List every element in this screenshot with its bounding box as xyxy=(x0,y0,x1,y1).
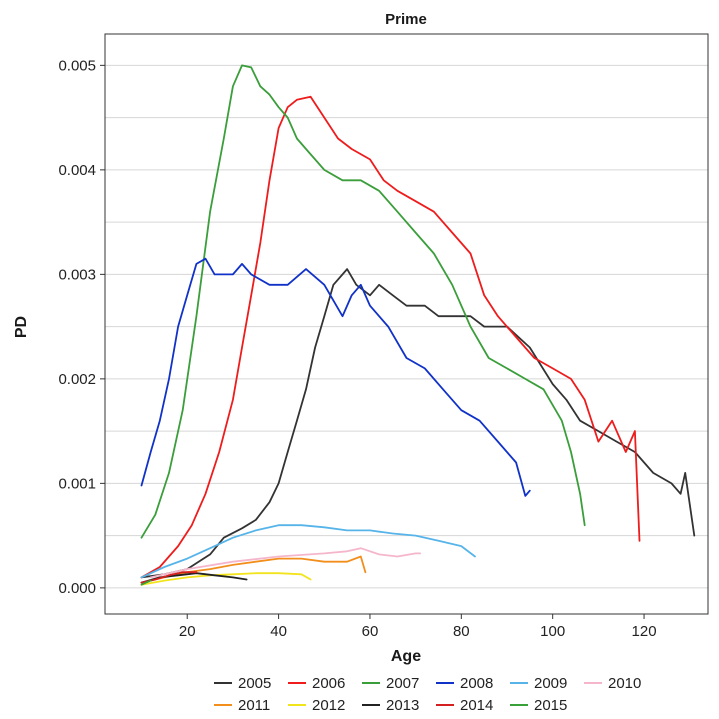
y-tick-label: 0.002 xyxy=(58,371,96,388)
legend: 2005 2006 2007 2008 2009 2010 2011 2012 2013 2014… xyxy=(214,675,641,714)
grid-lines xyxy=(105,64,708,589)
y-tick-label: 0.005 xyxy=(58,57,96,74)
series-line-2005 xyxy=(140,268,696,579)
series-line-2007 xyxy=(140,64,586,539)
legend-label-2006: 2006 xyxy=(312,675,345,692)
series-lines xyxy=(140,64,696,586)
y-axis: 0.000 0.001 0.002 0.003 0.004 0.005 xyxy=(58,57,105,597)
x-axis: 20 40 60 80 100 120 xyxy=(179,614,657,640)
legend-label-2008: 2008 xyxy=(460,675,493,692)
legend-label-2012: 2012 xyxy=(312,697,345,714)
x-tick-label: 20 xyxy=(179,623,196,640)
series-line-2009 xyxy=(140,524,476,579)
series-line-2006 xyxy=(140,95,641,579)
legend-label-2005: 2005 xyxy=(238,675,271,692)
legend-label-2015: 2015 xyxy=(534,697,567,714)
legend-label-2013: 2013 xyxy=(386,697,419,714)
x-tick-label: 40 xyxy=(270,623,287,640)
y-tick-label: 0.001 xyxy=(58,475,96,492)
legend-label-2010: 2010 xyxy=(608,675,641,692)
x-tick-label: 120 xyxy=(632,623,657,640)
series-line-2010 xyxy=(149,547,422,579)
legend-label-2009: 2009 xyxy=(534,675,567,692)
legend-label-2011: 2011 xyxy=(238,697,270,714)
x-tick-label: 60 xyxy=(362,623,379,640)
series-line-2008 xyxy=(140,257,531,497)
series-line-2012 xyxy=(140,572,312,586)
legend-label-2007: 2007 xyxy=(386,675,419,692)
x-tick-label: 100 xyxy=(540,623,565,640)
y-axis-label: PD xyxy=(13,316,30,338)
x-tick-label: 80 xyxy=(453,623,470,640)
legend-label-2014: 2014 xyxy=(460,697,493,714)
x-axis-label: Age xyxy=(391,648,421,665)
y-tick-label: 0.004 xyxy=(58,162,96,179)
y-tick-label: 0.003 xyxy=(58,266,96,283)
plot-frame xyxy=(104,33,709,615)
series-line-2015 xyxy=(140,579,152,586)
y-tick-label: 0.000 xyxy=(58,580,96,597)
chart-title: Prime xyxy=(385,11,427,28)
